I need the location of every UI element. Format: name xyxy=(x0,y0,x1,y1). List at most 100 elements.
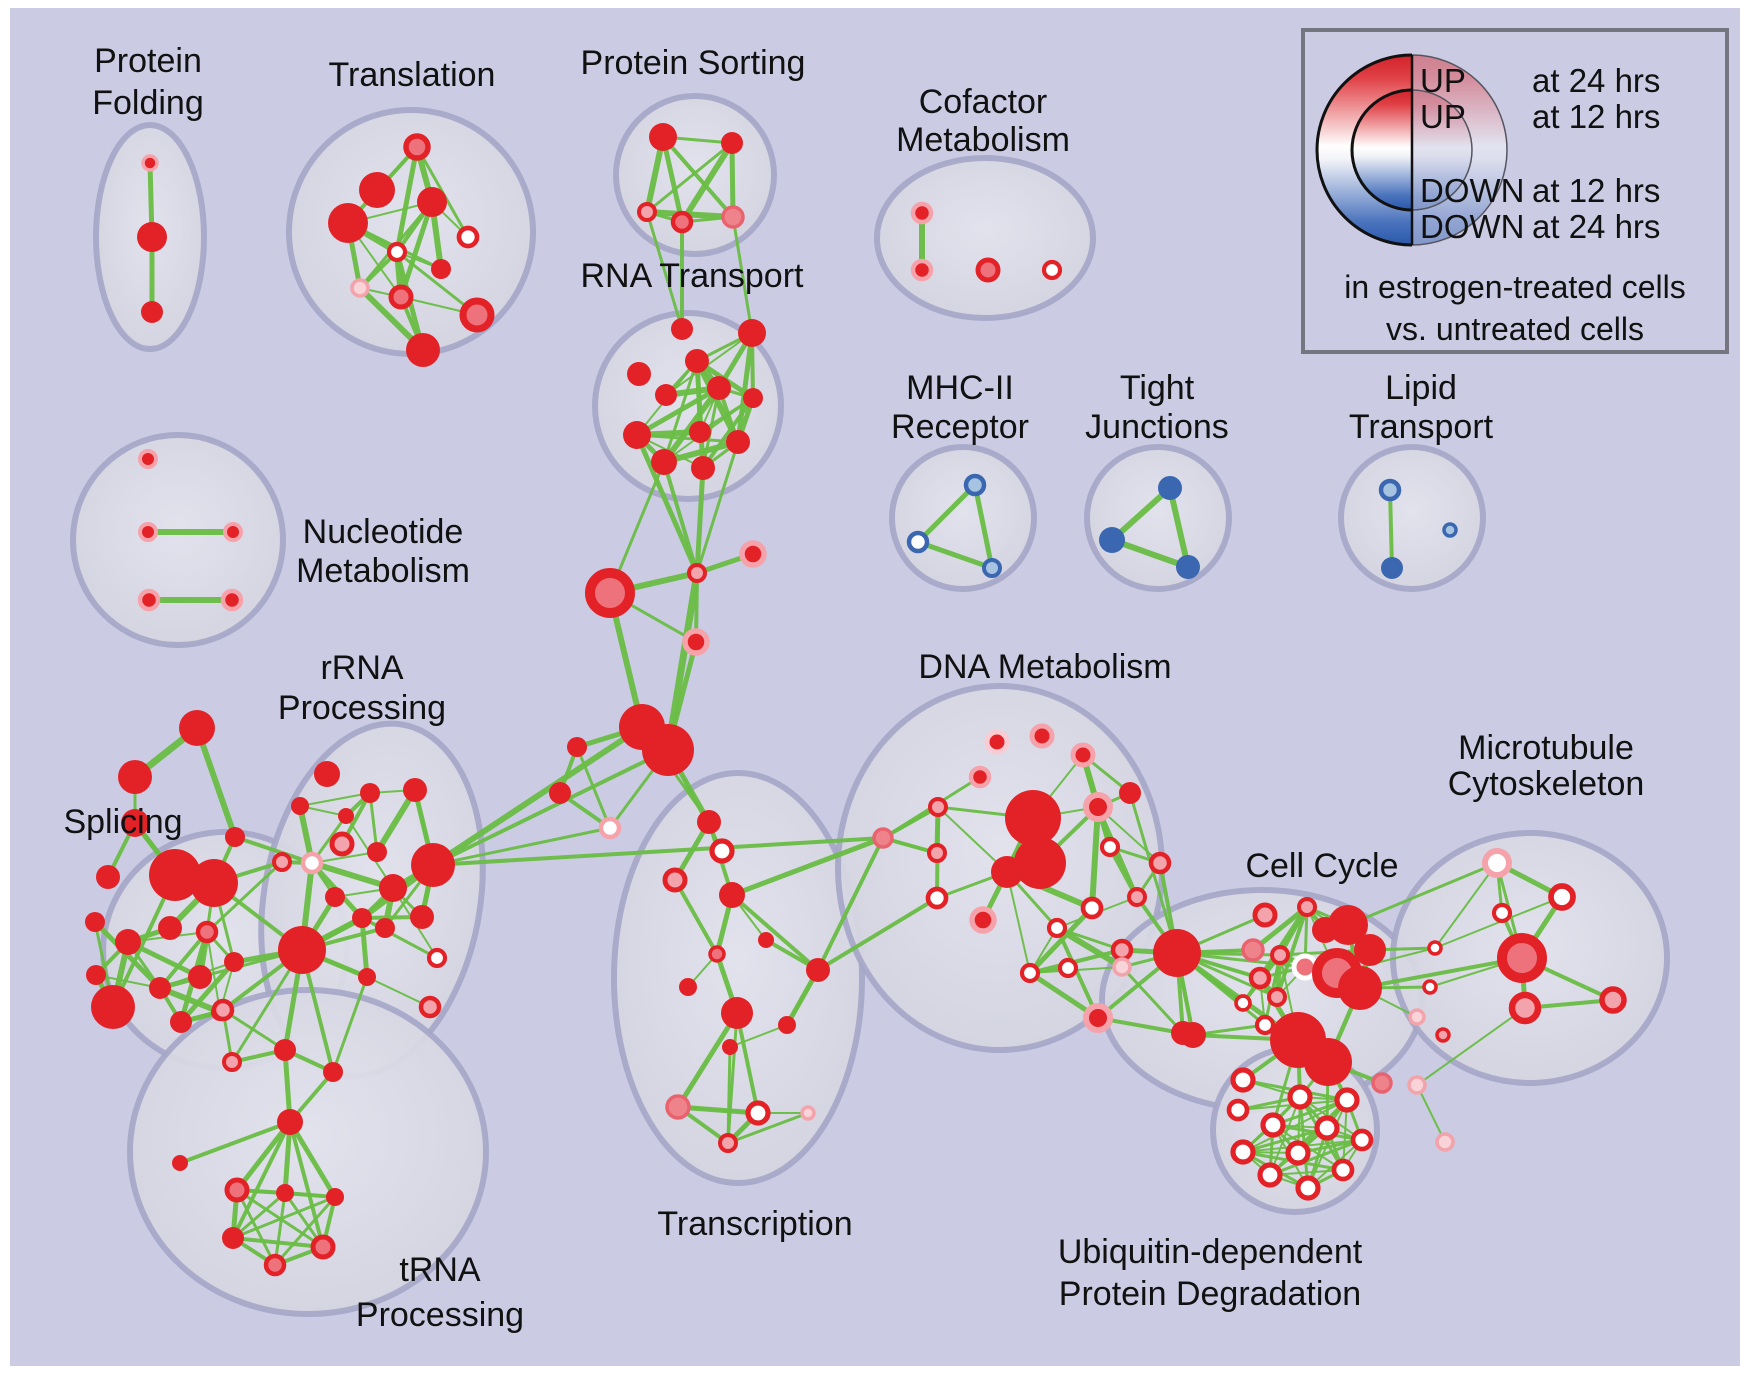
gene-node xyxy=(1119,782,1141,804)
gene-node xyxy=(670,210,694,234)
gene-node xyxy=(1099,836,1121,858)
gene-node xyxy=(991,856,1023,888)
legend-footer-line-1: vs. untreated cells xyxy=(1386,311,1644,347)
gene-node xyxy=(910,201,934,225)
interaction-edge xyxy=(1055,926,1100,1020)
gene-node xyxy=(1234,994,1252,1012)
gene-node xyxy=(1241,938,1265,962)
cluster-label-trna-processing: tRNA xyxy=(399,1251,481,1289)
interaction-edge xyxy=(735,1011,760,1115)
interaction-edge xyxy=(1275,905,1309,999)
interaction-edge xyxy=(726,1111,810,1145)
legend-direction-3: DOWN xyxy=(1420,208,1524,245)
interaction-edge xyxy=(1257,904,1310,981)
gene-node xyxy=(222,1227,244,1249)
gene-node xyxy=(170,1011,192,1033)
interaction-edge xyxy=(1269,1096,1301,1176)
interaction-edge xyxy=(309,860,396,891)
gene-node xyxy=(274,1039,296,1061)
gene-node xyxy=(326,1188,344,1206)
interaction-edge xyxy=(634,432,700,576)
gene-node xyxy=(137,588,161,612)
gene-node xyxy=(1408,1008,1426,1026)
cluster-label-rrna-processing: rRNA xyxy=(320,649,403,687)
gene-node xyxy=(975,257,1001,283)
gene-node xyxy=(649,123,677,151)
gene-node xyxy=(411,843,455,887)
interaction-edge xyxy=(972,482,995,571)
cluster-label-microtubule-cytoskeleton: Microtubule xyxy=(1458,729,1634,767)
interaction-edge xyxy=(729,1024,788,1048)
gene-node xyxy=(685,349,709,373)
gene-node xyxy=(718,1133,738,1153)
gene-node xyxy=(689,421,711,443)
gene-node xyxy=(358,968,376,986)
gene-node xyxy=(417,187,447,217)
gene-node xyxy=(158,916,182,940)
gene-node xyxy=(188,965,212,989)
cluster-bubble-cofactor-metabolism xyxy=(874,155,1096,321)
gene-node xyxy=(721,205,745,229)
interaction-edge xyxy=(1388,488,1394,570)
gene-node xyxy=(118,760,152,794)
legend-fade-overlay xyxy=(1412,55,1507,245)
gene-node xyxy=(1331,1158,1355,1182)
interaction-edge xyxy=(374,787,418,855)
gene-node xyxy=(190,859,238,907)
gene-node xyxy=(1257,1162,1283,1188)
gene-node xyxy=(910,258,934,282)
cluster-label-cofactor-metabolism: Cofactor xyxy=(919,83,1048,121)
gene-node xyxy=(1110,938,1134,962)
gene-node xyxy=(969,906,997,934)
gene-node xyxy=(431,259,451,279)
interaction-edge xyxy=(221,1008,287,1052)
interaction-edge xyxy=(331,975,369,1074)
gene-node xyxy=(651,449,677,475)
gene-node xyxy=(1334,1087,1360,1113)
interaction-edge xyxy=(1167,485,1191,570)
gene-node xyxy=(1019,962,1041,984)
gene-node xyxy=(276,1184,294,1202)
gene-node xyxy=(1176,555,1200,579)
interaction-edge xyxy=(178,959,237,1025)
interaction-edge xyxy=(1434,896,1563,949)
gene-node xyxy=(1371,1072,1393,1094)
cluster-label-tight-junctions: Tight xyxy=(1120,369,1195,407)
gene-node xyxy=(379,874,407,902)
gene-node xyxy=(982,558,1002,578)
interaction-edge xyxy=(660,134,685,225)
gene-node xyxy=(367,842,387,862)
gene-node xyxy=(928,797,948,817)
interaction-edge xyxy=(915,539,995,571)
gene-node xyxy=(1080,896,1104,920)
gene-node xyxy=(1180,1022,1206,1048)
interaction-edge xyxy=(729,835,886,898)
gene-node xyxy=(328,203,368,243)
interaction-edge xyxy=(634,385,722,438)
gene-node xyxy=(679,978,697,996)
interaction-edge xyxy=(430,724,645,868)
gene-node xyxy=(1099,527,1125,553)
gene-node xyxy=(1354,934,1386,966)
interaction-edge xyxy=(431,836,885,867)
interaction-edge xyxy=(194,725,238,840)
interaction-edge xyxy=(1028,948,1124,975)
gene-node xyxy=(623,421,651,449)
gene-node xyxy=(1482,848,1512,878)
gene-node xyxy=(456,225,480,249)
gene-node xyxy=(872,827,894,849)
interaction-edge xyxy=(694,465,706,576)
legend-time-0: at 24 hrs xyxy=(1532,62,1660,99)
gene-node xyxy=(138,522,158,542)
gene-node xyxy=(758,932,774,948)
interaction-edge xyxy=(158,930,209,990)
interaction-edge xyxy=(1358,956,1524,990)
gene-node xyxy=(314,761,340,787)
gene-node xyxy=(96,865,120,889)
cluster-bubble-nucleotide-metabolism xyxy=(70,432,286,648)
gene-node xyxy=(141,154,159,172)
interaction-edge xyxy=(1271,1098,1349,1127)
gene-node xyxy=(149,977,171,999)
cluster-label-rna-transport: RNA Transport xyxy=(581,257,805,295)
